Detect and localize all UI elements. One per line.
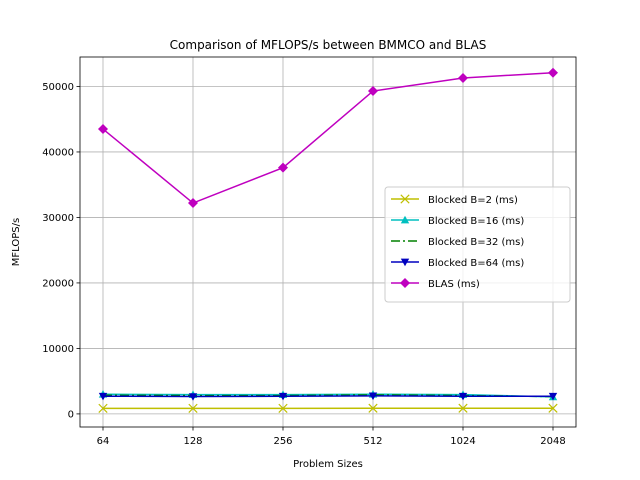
y-tick-label: 50000 (42, 82, 74, 93)
chart-title: Comparison of MFLOPS/s between BMMCO and… (170, 38, 487, 52)
data-point (98, 403, 108, 413)
data-point (548, 403, 558, 413)
data-point (368, 392, 378, 401)
series-line (102, 395, 553, 398)
data-point (458, 392, 468, 401)
series-layer (98, 67, 558, 413)
series-4 (98, 392, 558, 401)
data-point (458, 403, 468, 413)
y-tick-label: 20000 (42, 278, 74, 289)
x-tick-label: 128 (183, 436, 202, 447)
y-axis-ticks: 0 10000 20000 30000 40000 50000 (42, 82, 80, 420)
data-point (278, 162, 288, 173)
data-point (188, 198, 198, 209)
x-axis-ticks: 64 128 256 512 1024 2048 (97, 427, 566, 447)
grid (80, 57, 576, 427)
legend-label: Blocked B=64 (ms) (428, 258, 524, 269)
series-line (102, 393, 554, 398)
legend-label: Blocked B=2 (ms) (428, 195, 518, 206)
y-axis-label: MFLOPS/s (11, 218, 22, 266)
y-tick-label: 0 (68, 409, 74, 420)
x-tick-label: 64 (97, 436, 110, 447)
data-point (278, 392, 288, 401)
series-1 (98, 403, 558, 413)
series-5 (98, 67, 558, 209)
data-point (548, 392, 558, 401)
legend-marker (400, 215, 410, 224)
data-point (458, 72, 468, 83)
legend-box (384, 186, 571, 303)
legend-marker (400, 278, 410, 288)
x-tick-label: 512 (363, 436, 382, 447)
data-point (548, 67, 558, 78)
data-point (368, 86, 378, 97)
legend-marker (400, 194, 410, 204)
x-tick-label: 2048 (540, 436, 565, 447)
legend-label: Blocked B=32 (ms) (428, 237, 524, 248)
x-axis-label: Problem Sizes (293, 459, 363, 470)
data-point (188, 393, 198, 401)
data-point (368, 403, 378, 413)
plot-frame (79, 56, 577, 428)
series-line (102, 71, 554, 204)
x-tick-label: 256 (273, 436, 292, 447)
x-tick-label: 1024 (450, 436, 475, 447)
legend-label: BLAS (ms) (428, 279, 480, 290)
data-point (278, 403, 288, 413)
legend-label: Blocked B=16 (ms) (428, 216, 524, 227)
data-point (98, 124, 108, 135)
data-point (98, 392, 108, 401)
y-tick-label: 10000 (42, 344, 74, 355)
y-tick-label: 30000 (42, 213, 74, 224)
legend: Blocked B=2 (ms) Blocked B=16 (ms) Blocked… (384, 186, 571, 303)
y-tick-label: 40000 (42, 147, 74, 158)
data-point (188, 403, 198, 413)
legend-marker (400, 258, 410, 267)
